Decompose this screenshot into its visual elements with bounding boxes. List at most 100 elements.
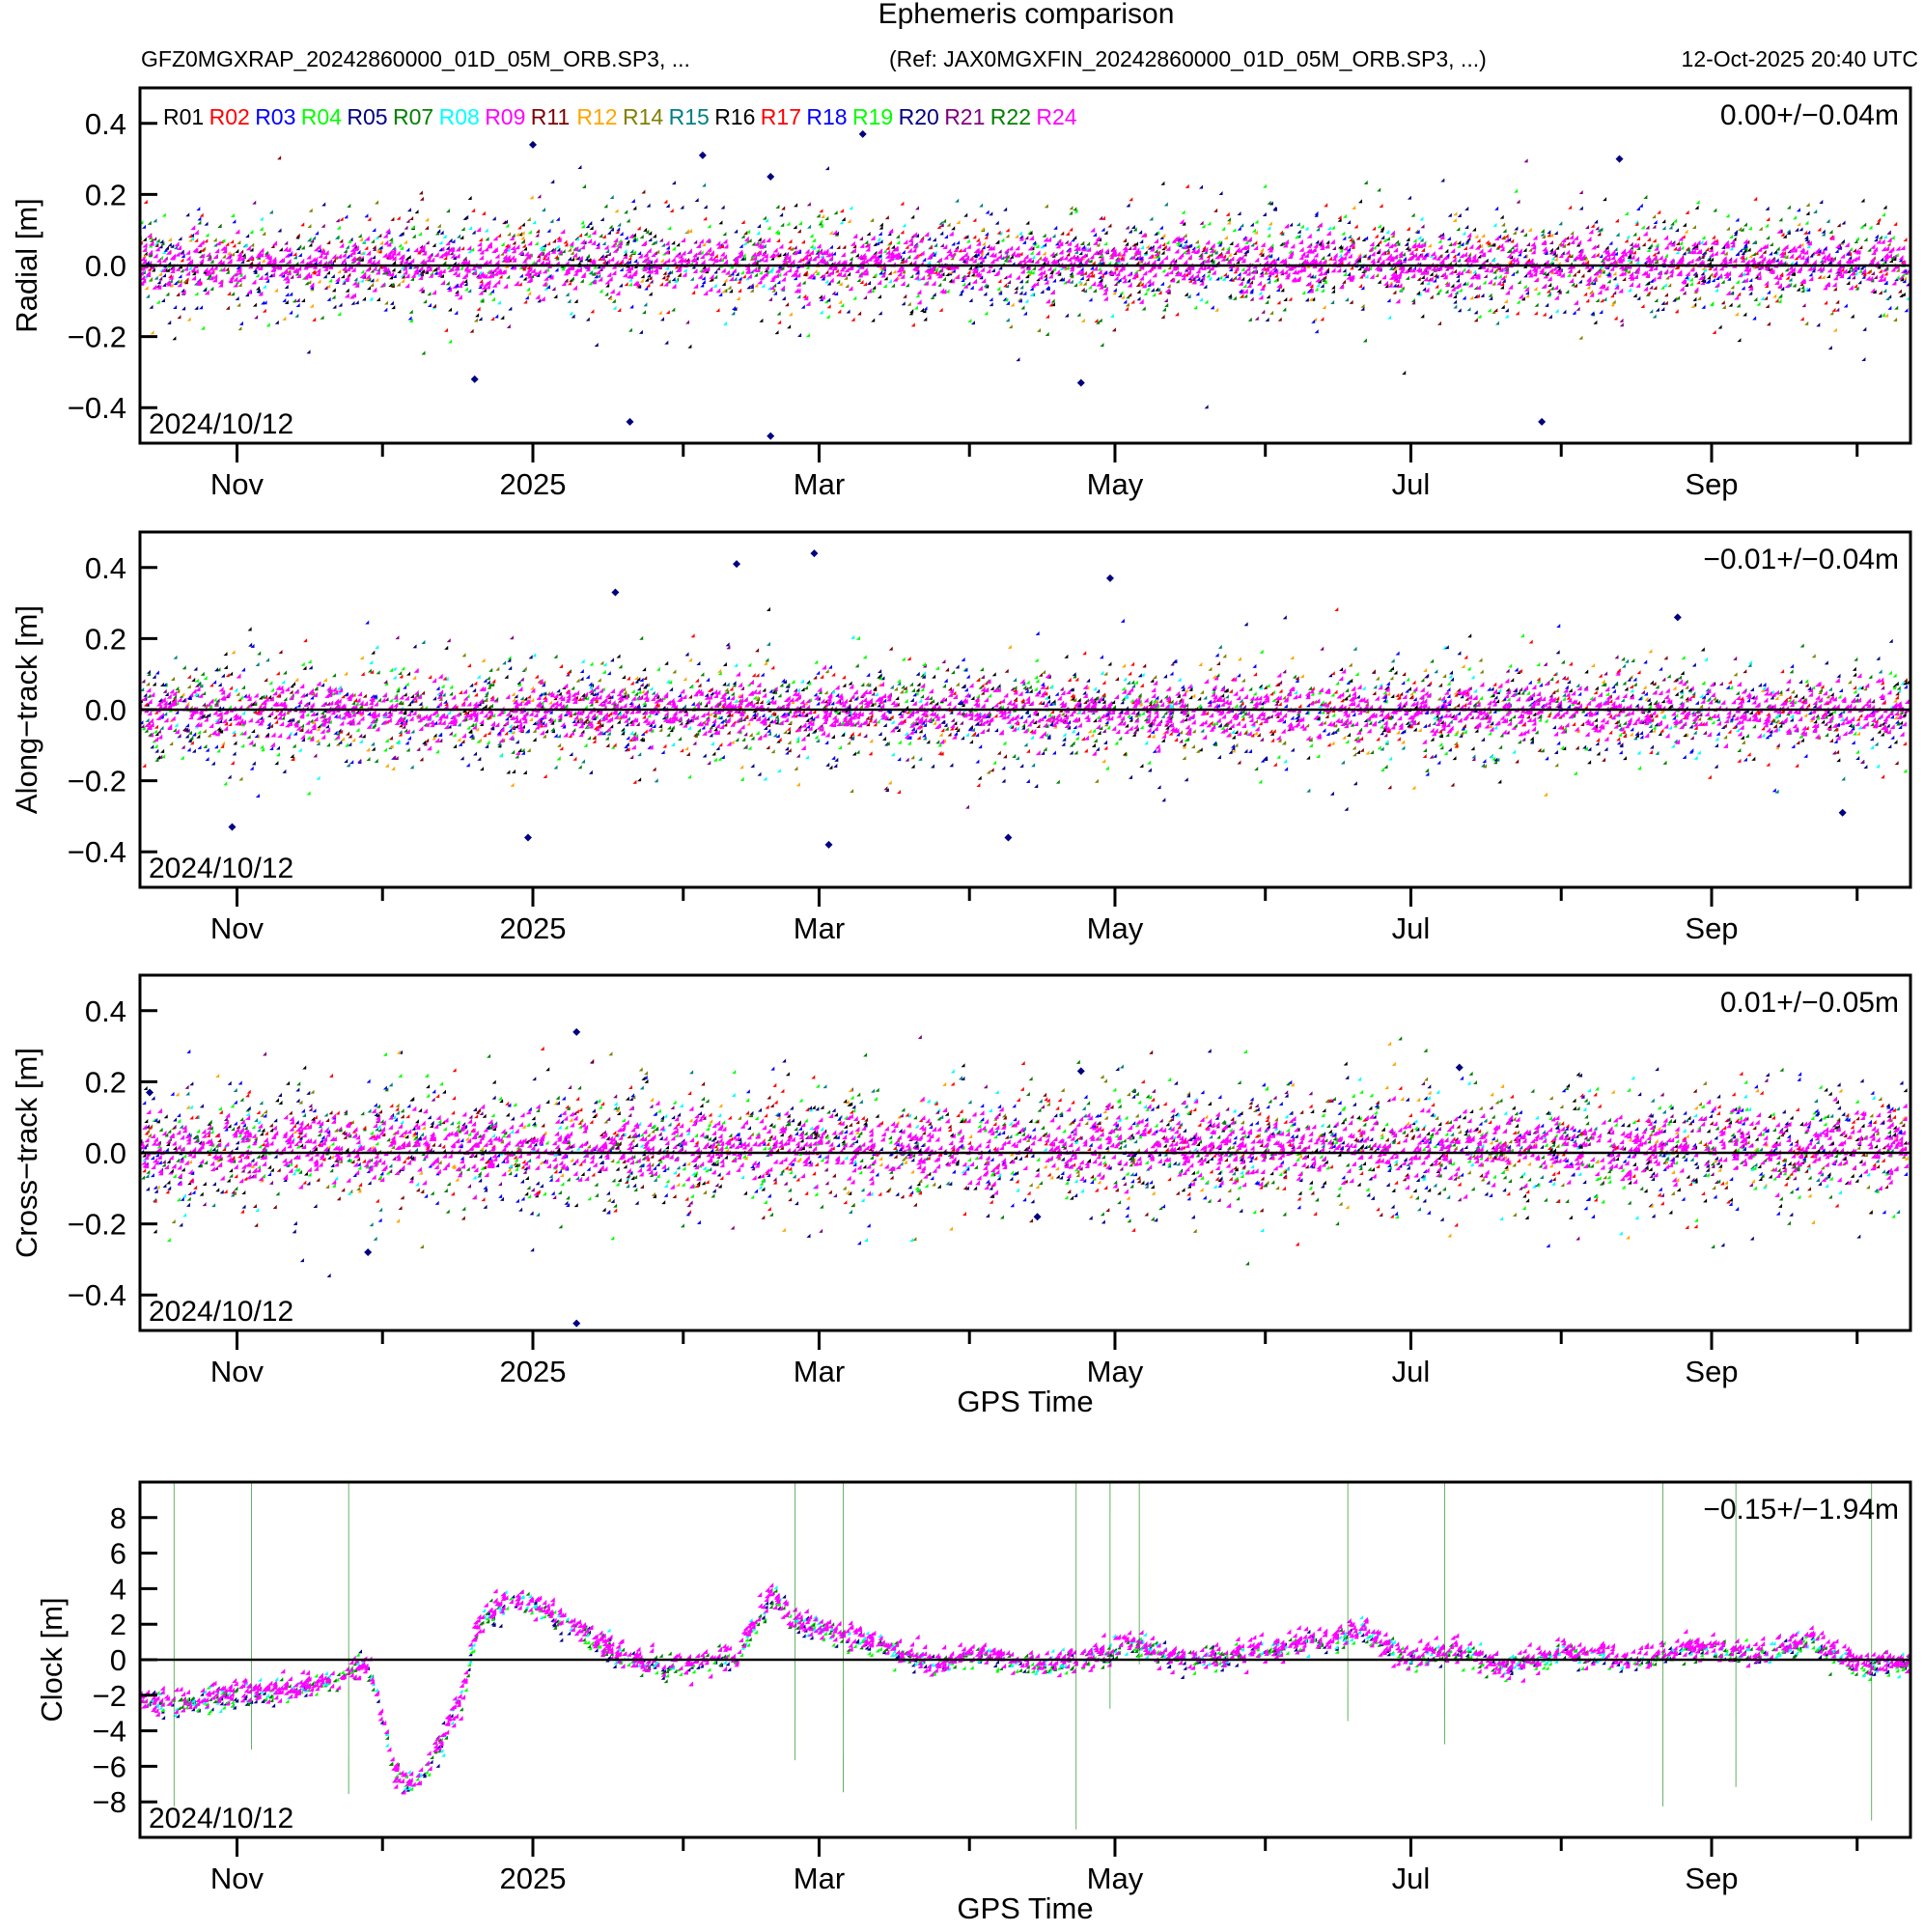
panel-cross-track: −0.4 −0.2 0.0 0.2 0.4 Cross−track [m] Nov 2025 M…: [10, 973, 1912, 1418]
plot-area-cross-track: [140, 1027, 1910, 1328]
y-tick-label: 0.0: [85, 1136, 126, 1170]
subtitle-timestamp: 12-Oct-2025 20:40 UTC: [1682, 46, 1918, 71]
x-tick-label: May: [1087, 1355, 1144, 1388]
legend-entry-r12: R12: [576, 104, 617, 129]
y-tick-label: −0.2: [68, 765, 126, 798]
legend-entry-r07: R07: [393, 104, 433, 129]
x-tick-label: 2025: [500, 467, 567, 501]
outlier-point: [1538, 417, 1547, 426]
plot-area-clock: [140, 1482, 1910, 1830]
outlier-point: [523, 833, 532, 842]
satellite-points-R19: [152, 1050, 1896, 1243]
plot-area-along-track: [140, 549, 1910, 849]
legend-entry-r19: R19: [852, 104, 893, 129]
satellite-points-R12: [140, 1041, 1909, 1240]
x-tick-label: May: [1087, 1862, 1144, 1895]
x-tick-label: May: [1087, 911, 1144, 945]
outlier-point: [767, 432, 775, 440]
stat-label: −0.15+/−1.94m: [1703, 1494, 1899, 1526]
x-tick-label: Mar: [794, 1862, 845, 1895]
y-axis-label: Cross−track [m]: [10, 1048, 43, 1258]
legend-entry-r01: R01: [163, 104, 204, 129]
legend: R01 R02 R03 R04 R05 R07 R08 R09 R11 R12 R14 R15 R16 R…: [163, 104, 1077, 129]
x-tick-label: May: [1087, 467, 1144, 501]
x-tick-label: Nov: [210, 467, 265, 501]
outlier-point: [1615, 154, 1624, 163]
outlier-point: [626, 417, 634, 426]
legend-entry-r09: R09: [485, 104, 525, 129]
outlier-point: [572, 1319, 581, 1328]
satellite-points-R21: [144, 1034, 1836, 1241]
legend-entry-r21: R21: [944, 104, 985, 129]
legend-entry-r22: R22: [990, 104, 1031, 129]
x-tick-label: Sep: [1685, 1862, 1738, 1895]
clock-points: [140, 1584, 1905, 1791]
legend-entry-r02: R02: [209, 104, 250, 129]
x-tick-label: Jul: [1392, 1862, 1431, 1895]
legend-entry-r20: R20: [899, 104, 939, 129]
x-tick-label: Sep: [1685, 911, 1738, 945]
y-tick-label: 0.2: [85, 622, 126, 656]
outlier-point: [1455, 1063, 1464, 1072]
x-tick-label: 2025: [500, 911, 567, 945]
y-tick-label: −2: [93, 1679, 126, 1713]
outlier-point: [1004, 833, 1013, 842]
x-tick-label: Jul: [1392, 911, 1431, 945]
x-tick-label: Sep: [1685, 467, 1738, 501]
x-tick-label: Nov: [210, 911, 265, 945]
outlier-point: [611, 588, 620, 597]
x-axis-label: GPS Time: [957, 1891, 1093, 1925]
outlier-point: [810, 549, 819, 558]
x-tick-label: 2025: [500, 1355, 567, 1388]
y-tick-label: 8: [110, 1501, 126, 1535]
satellite-points-R21: [153, 158, 1891, 328]
y-tick-label: −0.4: [68, 835, 126, 869]
legend-entry-r17: R17: [761, 104, 801, 129]
y-tick-label: −0.2: [68, 1208, 126, 1242]
satellite-points-R15: [140, 639, 1882, 794]
y-axis-label: Along−track [m]: [10, 605, 43, 814]
y-tick-label: −6: [93, 1750, 126, 1783]
legend-entry-r14: R14: [623, 104, 663, 129]
stat-label: 0.01+/−0.05m: [1720, 987, 1899, 1019]
legend-entry-r16: R16: [714, 104, 755, 129]
data-points-along-track: [140, 549, 1910, 849]
outlier-point: [146, 1088, 154, 1097]
clock-points: [140, 1582, 1910, 1795]
y-tick-label: 4: [110, 1572, 126, 1606]
satellite-points-R11: [217, 1050, 1906, 1227]
outlier-point: [470, 375, 479, 383]
clock-points: [140, 1587, 1910, 1791]
data-points-clock: [140, 1482, 1910, 1830]
x-tick-label: Nov: [210, 1355, 265, 1388]
outlier-point: [1105, 574, 1114, 582]
start-date-label: 2024/10/12: [149, 853, 293, 884]
subtitle-product: GFZ0MGXRAP_20242860000_01D_05M_ORB.SP3, …: [141, 46, 690, 71]
outlier-point: [364, 1248, 373, 1257]
clock-points: [140, 1588, 1910, 1767]
legend-entry-r05: R05: [347, 104, 387, 129]
x-tick-label: Sep: [1685, 1355, 1738, 1388]
y-axis-label: Radial [m]: [10, 198, 43, 333]
x-tick-label: Nov: [210, 1862, 265, 1895]
panel-along-track: −0.4 −0.2 0.0 0.2 0.4 Along−track [m] Nov 2025 M…: [10, 530, 1912, 945]
outlier-point: [228, 823, 237, 831]
chart-title: Ephemeris comparison: [878, 0, 1175, 30]
y-tick-label: 0.2: [85, 178, 126, 211]
satellite-points-R17: [142, 607, 1899, 795]
satellite-points-R08: [143, 206, 1910, 325]
x-tick-label: Jul: [1392, 1355, 1431, 1388]
y-tick-label: 0.0: [85, 693, 126, 727]
y-tick-label: 0.4: [85, 107, 126, 141]
outlier-point: [733, 560, 741, 569]
satellite-points-R08: [174, 634, 1905, 781]
x-tick-label: 2025: [500, 1862, 567, 1895]
start-date-label: 2024/10/12: [149, 408, 293, 440]
legend-entry-r11: R11: [531, 104, 571, 129]
outlier-point: [1838, 808, 1847, 817]
subtitle-reference: (Ref: JAX0MGXFIN_20242860000_01D_05M_ORB…: [889, 46, 1487, 71]
y-tick-label: 2: [110, 1608, 126, 1641]
outlier-point: [1673, 613, 1682, 622]
outlier-point: [1076, 1067, 1085, 1076]
